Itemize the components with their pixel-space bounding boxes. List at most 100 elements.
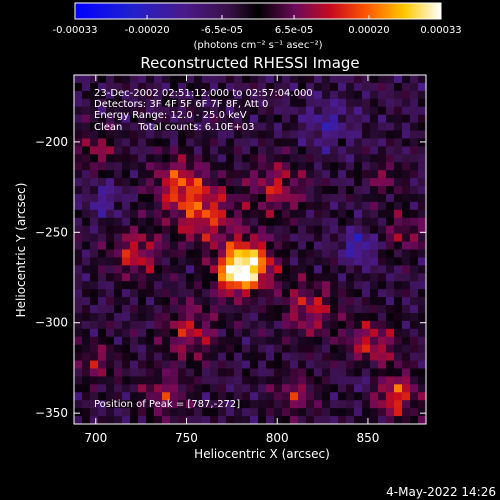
heatmap-cell — [266, 106, 275, 116]
x-axis-label: Heliocentric X (arcsec) — [194, 447, 330, 461]
heatmap-cell — [354, 384, 363, 393]
heatmap-cell — [314, 257, 323, 266]
heatmap-cell — [290, 209, 299, 219]
heatmap-cell — [346, 241, 355, 251]
plot-frame — [73, 74, 427, 425]
heatmap-cell — [346, 320, 355, 330]
heatmap-cell — [74, 178, 83, 187]
heatmap-cell — [322, 201, 331, 211]
heatmap-cell — [402, 75, 411, 84]
heatmap-cell — [194, 400, 203, 409]
heatmap-cell — [210, 178, 219, 187]
heatmap-cell — [370, 336, 379, 346]
heatmap-cell — [418, 400, 426, 409]
heatmap-cell — [314, 376, 323, 385]
heatmap-cell — [234, 178, 243, 187]
heatmap-cell — [178, 265, 187, 274]
heatmap-cell — [210, 162, 219, 171]
heatmap-cell — [306, 146, 315, 155]
heatmap-cell — [298, 289, 307, 298]
heatmap-cell — [178, 376, 187, 385]
heatmap-cell — [202, 186, 211, 195]
heatmap-cell — [418, 368, 426, 378]
heatmap-cell — [154, 416, 163, 424]
heatmap-cell — [298, 376, 307, 385]
heatmap-cell — [282, 201, 291, 211]
heatmap-cell — [138, 265, 147, 274]
heatmap-cell — [290, 368, 299, 378]
heatmap-cell — [162, 416, 171, 424]
heatmap-cell — [242, 186, 251, 195]
heatmap-cell — [218, 384, 227, 393]
heatmap-cell — [98, 130, 107, 140]
heatmap-cell — [210, 249, 219, 259]
heatmap-cell — [290, 114, 299, 124]
heatmap-cell — [274, 392, 283, 401]
heatmap-cell — [138, 344, 147, 354]
heatmap-cell — [186, 138, 195, 147]
heatmap-cell — [362, 249, 371, 259]
heatmap-cell — [202, 217, 211, 227]
colorbar-unit-label: (photons cm⁻² s⁻¹ asec⁻²) — [193, 40, 322, 51]
heatmap-cell — [186, 312, 195, 322]
heatmap-cell — [402, 154, 411, 163]
heatmap-cell — [346, 146, 355, 155]
heatmap-cell — [306, 416, 315, 424]
heatmap-cell — [122, 376, 131, 385]
heatmap-cell — [274, 289, 283, 298]
heatmap-cell — [370, 257, 379, 266]
heatmap-cell — [330, 209, 339, 219]
heatmap-cell — [82, 98, 91, 108]
heatmap-cell — [418, 178, 426, 187]
heatmap-cell — [306, 114, 315, 124]
heatmap-cell — [258, 106, 267, 116]
heatmap-cell — [378, 201, 387, 211]
heatmap-cell — [202, 392, 211, 401]
heatmap-cell — [394, 289, 403, 298]
heatmap-cell — [90, 305, 99, 314]
heatmap-cell — [74, 98, 83, 108]
heatmap-cell — [250, 336, 259, 346]
heatmap-cell — [346, 122, 355, 132]
heatmap-cell — [386, 106, 395, 116]
heatmap-cell — [266, 82, 275, 92]
heatmap-cell — [378, 209, 387, 219]
heatmap-cell — [98, 265, 107, 274]
heatmap-cell — [322, 312, 331, 322]
heatmap-cell — [90, 257, 99, 266]
heatmap-cell — [162, 170, 171, 179]
heatmap-cell — [362, 360, 371, 370]
heatmap-cell — [362, 154, 371, 163]
heatmap-cell — [322, 122, 331, 132]
heatmap-cell — [250, 368, 259, 378]
colorbar: -0.00033 -0.00020 -6.5e-05 6.5e-05 0.00020 0.… — [53, 2, 462, 51]
heatmap-cell — [314, 281, 323, 290]
heatmap-cell — [122, 130, 131, 140]
heatmap-cell — [90, 122, 99, 132]
heatmap-cell — [410, 368, 419, 378]
heatmap-cell — [146, 265, 155, 274]
heatmap-cell — [242, 320, 251, 330]
heatmap-cell — [106, 146, 115, 155]
heatmap-cell — [82, 336, 91, 346]
heatmap-cell — [370, 376, 379, 385]
heatmap-cell — [106, 193, 115, 203]
heatmap-cell — [258, 75, 267, 84]
heatmap-cell — [386, 75, 395, 84]
heatmap-cell — [282, 90, 291, 100]
heatmap-cell — [122, 289, 131, 298]
heatmap-cell — [154, 312, 163, 322]
heatmap-cell — [322, 368, 331, 378]
heatmap-cell — [418, 122, 426, 132]
heatmap-cell — [338, 344, 347, 354]
heatmap-cell — [138, 320, 147, 330]
heatmap-cell — [122, 400, 131, 409]
heatmap-cell — [98, 273, 107, 282]
heatmap-cell — [154, 360, 163, 370]
heatmap-cell — [74, 130, 83, 140]
heatmap-cell — [74, 408, 83, 417]
heatmap-cell — [114, 392, 123, 401]
heatmap-cell — [90, 241, 99, 251]
heatmap-cell — [274, 90, 283, 100]
heatmap-cell — [210, 384, 219, 393]
